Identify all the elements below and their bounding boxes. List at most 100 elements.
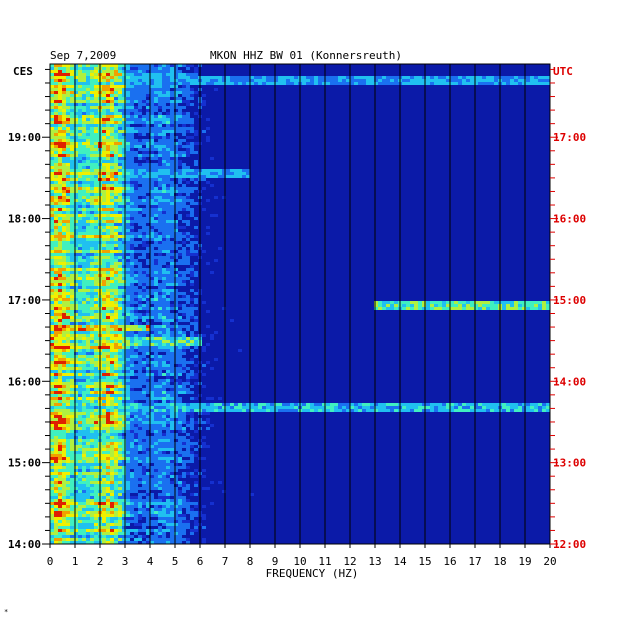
spectrum-cell xyxy=(102,373,106,376)
spectrum-cell xyxy=(170,358,174,361)
spectrum-cell xyxy=(62,421,66,424)
spectrum-cell xyxy=(90,274,94,277)
spectrum-cell xyxy=(150,85,154,88)
spectrum-cell xyxy=(158,343,162,346)
spectrum-cell xyxy=(142,217,146,220)
spectrum-cell xyxy=(522,301,526,304)
spectrum-cell xyxy=(190,94,194,97)
spectrum-cell xyxy=(174,247,178,250)
spectrum-cell xyxy=(50,379,54,382)
spectrum-cell xyxy=(70,133,74,136)
spectrum-cell xyxy=(506,406,510,409)
spectrum-cell xyxy=(50,154,54,157)
spectrum-cell xyxy=(94,283,98,286)
spectrum-cell xyxy=(154,214,158,217)
spectrum-cell xyxy=(74,136,78,139)
spectrum-cell xyxy=(410,307,414,310)
spectrum-cell xyxy=(174,208,178,211)
spectrum-cell xyxy=(90,232,94,235)
spectrum-cell xyxy=(186,325,190,328)
spectrum-cell xyxy=(178,175,182,178)
spectrum-cell xyxy=(138,91,142,94)
spectrum-cell xyxy=(178,280,182,283)
spectrum-cell xyxy=(166,271,170,274)
spectrum-cell xyxy=(206,418,210,421)
spectrum-cell xyxy=(158,403,162,406)
spectrum-cell xyxy=(162,142,166,145)
spectrum-cell xyxy=(186,181,190,184)
spectrum-cell xyxy=(74,211,78,214)
spectrum-cell xyxy=(86,100,90,103)
spectrum-cell xyxy=(154,430,158,433)
spectrum-cell xyxy=(82,127,86,130)
spectrum-cell xyxy=(126,175,130,178)
spectrum-cell xyxy=(58,217,62,220)
spectrum-cell xyxy=(514,304,518,307)
spectrum-cell xyxy=(466,82,470,85)
spectrum-cell xyxy=(74,376,78,379)
spectrum-cell xyxy=(86,112,90,115)
spectrum-cell xyxy=(122,100,126,103)
spectrum-cell xyxy=(114,166,118,169)
spectrum-cell xyxy=(170,346,174,349)
spectrum-cell xyxy=(54,403,58,406)
spectrum-cell xyxy=(126,196,130,199)
spectrum-cell xyxy=(62,211,66,214)
spectrum-cell xyxy=(50,412,54,415)
spectrum-cell xyxy=(114,277,118,280)
spectrum-cell xyxy=(142,208,146,211)
spectrum-cell xyxy=(174,280,178,283)
spectrum-cell xyxy=(518,409,522,412)
spectrum-cell xyxy=(74,421,78,424)
spectrum-cell xyxy=(146,295,150,298)
spectrum-cell xyxy=(102,94,106,97)
spectrum-cell xyxy=(114,172,118,175)
spectrum-cell xyxy=(94,406,98,409)
spectrum-cell xyxy=(122,160,126,163)
spectrum-cell xyxy=(82,271,86,274)
spectrum-cell xyxy=(78,322,82,325)
spectrum-cell xyxy=(54,139,58,142)
spectrum-cell xyxy=(402,301,406,304)
spectrum-cell xyxy=(114,400,118,403)
spectrum-cell xyxy=(158,118,162,121)
spectrum-cell xyxy=(74,175,78,178)
spectrum-cell xyxy=(150,340,154,343)
spectrum-cell xyxy=(534,76,538,79)
spectrum-cell xyxy=(62,235,66,238)
spectrum-cell xyxy=(102,232,106,235)
spectrum-cell xyxy=(134,217,138,220)
spectrum-cell xyxy=(134,178,138,181)
spectrum-cell xyxy=(142,403,146,406)
spectrum-cell xyxy=(490,409,494,412)
spectrum-cell xyxy=(90,214,94,217)
spectrum-cell xyxy=(50,169,54,172)
spectrum-cell xyxy=(162,205,166,208)
spectrum-cell xyxy=(426,76,430,79)
spectrum-cell xyxy=(122,352,126,355)
spectrum-cell xyxy=(66,130,70,133)
spectrum-cell xyxy=(94,133,98,136)
spectrum-cell xyxy=(134,280,138,283)
spectrum-cell xyxy=(126,379,130,382)
spectrum-cell xyxy=(110,316,114,319)
spectrum-cell xyxy=(86,202,90,205)
spectrum-cell xyxy=(54,253,58,256)
spectrum-cell xyxy=(206,82,210,85)
spectrum-cell xyxy=(62,328,66,331)
spectrum-cell xyxy=(442,304,446,307)
spectrum-cell xyxy=(166,208,170,211)
spectrum-cell xyxy=(118,427,122,430)
spectrum-cell xyxy=(106,121,110,124)
spectrum-cell xyxy=(102,292,106,295)
spectrum-cell xyxy=(334,76,338,79)
spectrum-cell xyxy=(118,310,122,313)
spectrum-cell xyxy=(126,187,130,190)
spectrum-cell xyxy=(122,382,126,385)
spectrum-cell xyxy=(158,382,162,385)
spectrum-cell xyxy=(90,139,94,142)
spectrum-cell xyxy=(170,70,174,73)
spectrum-cell xyxy=(166,319,170,322)
spectrum-cell xyxy=(102,322,106,325)
spectrum-cell xyxy=(274,403,278,406)
